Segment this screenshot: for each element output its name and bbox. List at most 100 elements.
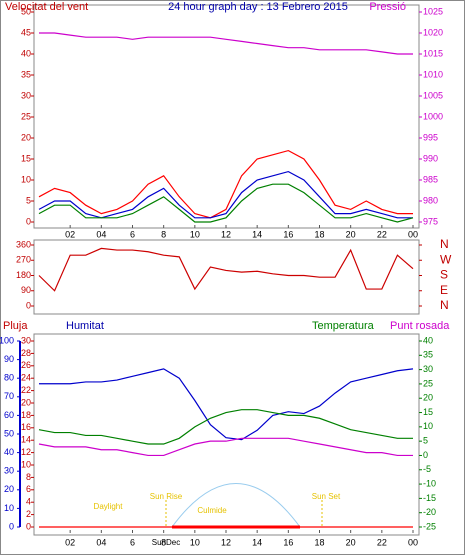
y-tick-label: 35 [21, 69, 31, 79]
y3-tick-label: 10 [4, 503, 14, 513]
annotation: Daylight [94, 502, 124, 511]
annotation: Sun Set [312, 492, 341, 501]
y2-tick-label: 5 [423, 436, 428, 446]
frame-direction [33, 239, 420, 315]
y3-tick-label: 20 [4, 484, 14, 494]
y-tick-label: 270 [16, 255, 31, 265]
y2-tick-label: 30 [423, 364, 433, 374]
y3-label: Humitat [66, 320, 104, 332]
x-tick-label: 04 [96, 537, 106, 547]
y-tick-label: 5 [26, 195, 31, 205]
y2-tick-label: 35 [423, 350, 433, 360]
y-tick-label: 20 [21, 132, 31, 142]
series-line [38, 149, 413, 219]
y-tick-label: 15 [21, 153, 31, 163]
y-tick-label: 0 [26, 300, 31, 310]
y2-tick-label: 980 [423, 195, 438, 205]
y-tick-label: 20 [21, 397, 31, 407]
x-tick-label: 6 [130, 229, 135, 239]
y-tick-label: 30 [21, 90, 31, 100]
y2-tick-label: 1020 [423, 27, 443, 37]
y-tick-label: 14 [21, 435, 31, 445]
x-tick-label: 14 [252, 229, 262, 239]
x-tick-label: 20 [346, 229, 356, 239]
x-tick-label: 22 [377, 537, 387, 547]
y2-tick-label: W [440, 252, 452, 266]
y2-label: Temperatura [312, 320, 375, 332]
y3-tick-label: 50 [4, 428, 14, 438]
y2-tick-label: 15 [423, 407, 433, 417]
y-tick-label: 12 [21, 447, 31, 457]
y2-tick-label: N [440, 237, 449, 251]
x-tick-label: 16 [283, 229, 293, 239]
x-tick-label: 10 [190, 537, 200, 547]
y2-tick-label: 20 [423, 393, 433, 403]
y2-tick-label: N [440, 298, 449, 312]
y-tick-label: 30 [21, 335, 31, 345]
x-tick-label: 12 [221, 537, 231, 547]
y-tick-label: 50 [21, 6, 31, 16]
annotation: Culmide [197, 506, 227, 515]
y2b-label: Punt rosada [390, 320, 450, 332]
series-line [39, 32, 413, 55]
y-label: Pluja [3, 320, 28, 332]
y3-tick-label: 70 [4, 391, 14, 401]
x-tick-label: 12 [221, 229, 231, 239]
y-tick-label: 40 [21, 48, 31, 58]
y-tick-label: 18 [21, 410, 31, 420]
y2-tick-label: 1015 [423, 48, 443, 58]
y2-tick-label: -25 [423, 521, 436, 531]
y2-tick-label: 1005 [423, 90, 443, 100]
y2-tick-label: 0 [423, 450, 428, 460]
y-tick-label: 8 [26, 472, 31, 482]
y-tick-label: 180 [16, 270, 31, 280]
y2-tick-label: E [440, 283, 448, 297]
y-tick-label: 16 [21, 422, 31, 432]
y3-tick-label: 0 [9, 521, 14, 531]
x-tick-label: 22 [377, 229, 387, 239]
x-tick-label: 16 [283, 537, 293, 547]
series-line [39, 368, 414, 441]
y-tick-label: 4 [26, 497, 31, 507]
y-tick-label: 28 [21, 348, 31, 358]
x-tick-label: 20 [346, 537, 356, 547]
y2-tick-label: 990 [423, 153, 438, 163]
y3-tick-label: 90 [4, 354, 14, 364]
y2-tick-label: 1010 [423, 69, 443, 79]
y2-tick-label: 975 [423, 216, 438, 226]
annotation: SunDec [152, 538, 180, 547]
x-tick-label: 14 [252, 537, 262, 547]
y-tick-label: 90 [21, 285, 31, 295]
series-line [38, 409, 413, 445]
y2-tick-label: -5 [423, 464, 431, 474]
x-tick-label: 8 [161, 229, 166, 239]
y2-tick-label: 1000 [423, 111, 443, 121]
y2-label: Pressió [369, 1, 406, 13]
chart-title: 24 hour graph day : 13 Febrero 2015 [168, 1, 348, 13]
y2-tick-label: -15 [423, 493, 436, 503]
y2-tick-label: 985 [423, 174, 438, 184]
y-tick-label: 22 [21, 385, 31, 395]
series-line [38, 437, 413, 457]
y3-tick-label: 40 [4, 447, 14, 457]
y3-tick-label: 60 [4, 410, 14, 420]
y2-tick-label: 40 [423, 335, 433, 345]
y-tick-label: 6 [26, 484, 31, 494]
y2-tick-label: -10 [423, 478, 436, 488]
y-tick-label: 24 [21, 373, 31, 383]
x-tick-label: 8 [161, 537, 166, 547]
y-tick-label: 45 [21, 27, 31, 37]
x-tick-label: 00 [408, 537, 418, 547]
y2-tick-label: S [440, 268, 448, 282]
y-tick-label: 0 [26, 521, 31, 531]
y2-tick-label: 25 [423, 378, 433, 388]
y-tick-label: 0 [26, 216, 31, 226]
x-tick-label: 04 [96, 229, 106, 239]
y3-tick-label: 80 [4, 373, 14, 383]
y3-tick-label: 100 [0, 335, 14, 345]
frame-climate [33, 333, 420, 536]
annotation: Sun Rise [150, 492, 183, 501]
y2-tick-label: 1025 [423, 6, 443, 16]
